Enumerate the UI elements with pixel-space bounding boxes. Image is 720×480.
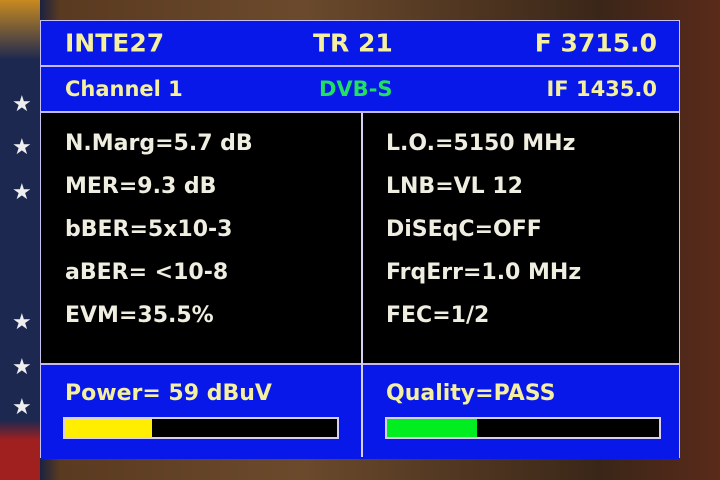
- subheader-row: Channel 1 DVB-S IF 1435.0: [41, 67, 679, 113]
- star-icon: ★: [12, 395, 32, 420]
- quality-bar-fill: [387, 419, 477, 437]
- star-icon: ★: [12, 92, 32, 117]
- lo: L.O.=5150 MHz: [386, 131, 576, 156]
- power-bar: [63, 417, 339, 439]
- fec: FEC=1/2: [386, 303, 490, 328]
- noise-margin: N.Marg=5.7 dB: [65, 131, 253, 156]
- level-area: Power= 59 dBuV Quality=PASS: [41, 363, 679, 459]
- star-icon: ★: [12, 180, 32, 205]
- quality-bar: [385, 417, 661, 439]
- evm: EVM=35.5%: [65, 303, 214, 328]
- satellite-name: INTE27: [65, 28, 165, 58]
- freq-error: FrqErr=1.0 MHz: [386, 260, 582, 285]
- quality-label: Quality=PASS: [386, 381, 556, 406]
- star-icon: ★: [12, 355, 32, 380]
- background-flag: ★ ★ ★ ★ ★ ★: [0, 0, 40, 480]
- lnb: LNB=VL 12: [386, 174, 523, 199]
- parameters-area: N.Marg=5.7 dB MER=9.3 dB bBER=5x10-3 aBE…: [41, 113, 679, 363]
- transponder: TR 21: [313, 28, 393, 58]
- if-frequency: IF 1435.0: [546, 77, 657, 101]
- star-icon: ★: [12, 310, 32, 335]
- power-label: Power= 59 dBuV: [65, 381, 272, 406]
- standard: DVB-S: [319, 77, 393, 101]
- bber: bBER=5x10-3: [65, 217, 233, 242]
- column-divider: [361, 113, 363, 457]
- power-bar-fill: [65, 419, 153, 437]
- frequency: F 3715.0: [534, 28, 657, 58]
- channel: Channel 1: [65, 77, 183, 101]
- diseqc: DiSEqC=OFF: [386, 217, 542, 242]
- aber: aBER= <10-8: [65, 260, 229, 285]
- mer: MER=9.3 dB: [65, 174, 217, 199]
- signal-meter-panel: INTE27 TR 21 F 3715.0 Channel 1 DVB-S IF…: [40, 20, 680, 459]
- header-row: INTE27 TR 21 F 3715.0: [41, 21, 679, 67]
- star-icon: ★: [12, 135, 32, 160]
